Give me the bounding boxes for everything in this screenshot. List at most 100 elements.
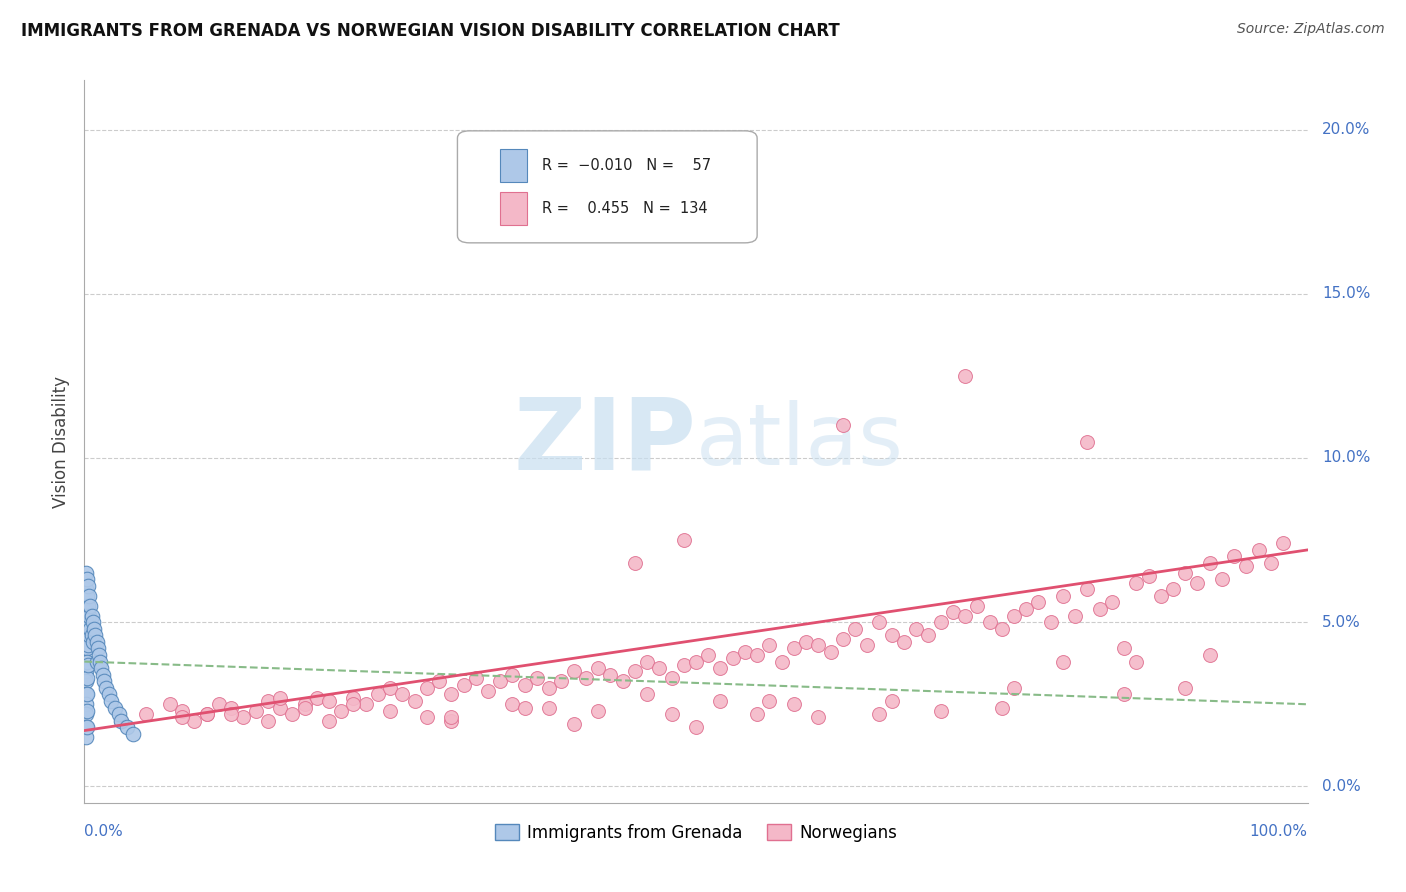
Point (75, 655, 97, 669)
Point (820, 645, 842, 659)
Point (104, 700, 127, 714)
Point (1052, 655, 1074, 669)
Point (380, 704, 402, 718)
Point (100, 694, 122, 708)
Point (342, 698, 364, 712)
Point (612, 674, 634, 689)
Point (75, 608, 97, 623)
Point (79, 599, 101, 613)
Point (1101, 595, 1123, 609)
Point (513, 677, 536, 691)
Point (1272, 536, 1295, 550)
Point (869, 615, 891, 630)
Point (76, 589, 98, 603)
Point (219, 707, 242, 722)
Point (586, 704, 609, 718)
Point (75, 707, 97, 722)
Text: ZIP: ZIP (513, 393, 696, 490)
Point (416, 710, 439, 724)
Point (1247, 542, 1270, 557)
Point (869, 707, 891, 722)
Point (172, 710, 194, 724)
Text: 10.0%: 10.0% (1322, 450, 1371, 466)
Point (245, 704, 267, 718)
Point (672, 533, 695, 547)
Point (880, 628, 903, 642)
Point (929, 704, 952, 718)
Point (1076, 582, 1098, 597)
Point (96, 681, 118, 695)
Point (672, 657, 695, 672)
Point (1114, 641, 1136, 656)
Point (76, 704, 98, 718)
Text: 0.0%: 0.0% (1322, 779, 1361, 794)
Point (1211, 573, 1233, 587)
Y-axis label: Vision Disability: Vision Disability (52, 376, 70, 508)
Point (648, 661, 671, 675)
Point (318, 714, 340, 728)
Point (709, 694, 731, 708)
Point (77, 657, 100, 672)
Point (427, 674, 450, 689)
Point (110, 714, 132, 728)
Point (538, 681, 561, 695)
Point (685, 720, 707, 734)
Point (953, 368, 976, 383)
Point (1150, 589, 1173, 603)
Point (82, 615, 104, 630)
Point (880, 694, 903, 708)
Point (294, 700, 316, 714)
Point (76, 641, 98, 656)
Point (294, 698, 316, 712)
Point (404, 694, 426, 708)
Point (464, 671, 486, 685)
Point (257, 714, 280, 728)
Point (929, 615, 952, 630)
Point (77, 579, 100, 593)
Point (342, 690, 364, 705)
Point (135, 707, 157, 722)
Legend: Immigrants from Grenada, Norwegians: Immigrants from Grenada, Norwegians (488, 817, 904, 848)
Point (502, 698, 524, 712)
Point (75, 687, 97, 701)
Point (807, 638, 830, 652)
Point (77, 628, 100, 642)
Point (453, 677, 475, 691)
Point (1174, 681, 1197, 695)
Point (416, 681, 439, 695)
Point (232, 710, 254, 724)
Point (1002, 608, 1025, 623)
Point (318, 694, 340, 708)
Point (380, 681, 402, 695)
Point (942, 605, 965, 619)
Point (97, 687, 120, 701)
Point (75, 566, 97, 580)
Point (75, 730, 97, 744)
Point (195, 707, 218, 722)
Point (636, 687, 658, 701)
Point (893, 635, 915, 649)
Point (257, 694, 280, 708)
Point (1064, 608, 1087, 623)
Point (76, 671, 98, 685)
Point (1198, 556, 1220, 570)
Point (1137, 569, 1160, 583)
Point (440, 710, 463, 724)
Point (195, 707, 218, 722)
Point (844, 622, 866, 636)
Point (783, 641, 806, 656)
Point (953, 608, 976, 623)
Point (208, 698, 231, 712)
Text: Source: ZipAtlas.com: Source: ZipAtlas.com (1237, 22, 1385, 37)
Point (75, 582, 97, 597)
Point (562, 717, 585, 731)
Point (110, 714, 132, 728)
Point (489, 674, 512, 689)
Point (89, 655, 111, 669)
Point (794, 635, 817, 649)
Point (1223, 549, 1246, 564)
Point (1002, 681, 1025, 695)
Point (1114, 687, 1136, 701)
Point (75, 674, 97, 689)
Point (991, 622, 1014, 636)
